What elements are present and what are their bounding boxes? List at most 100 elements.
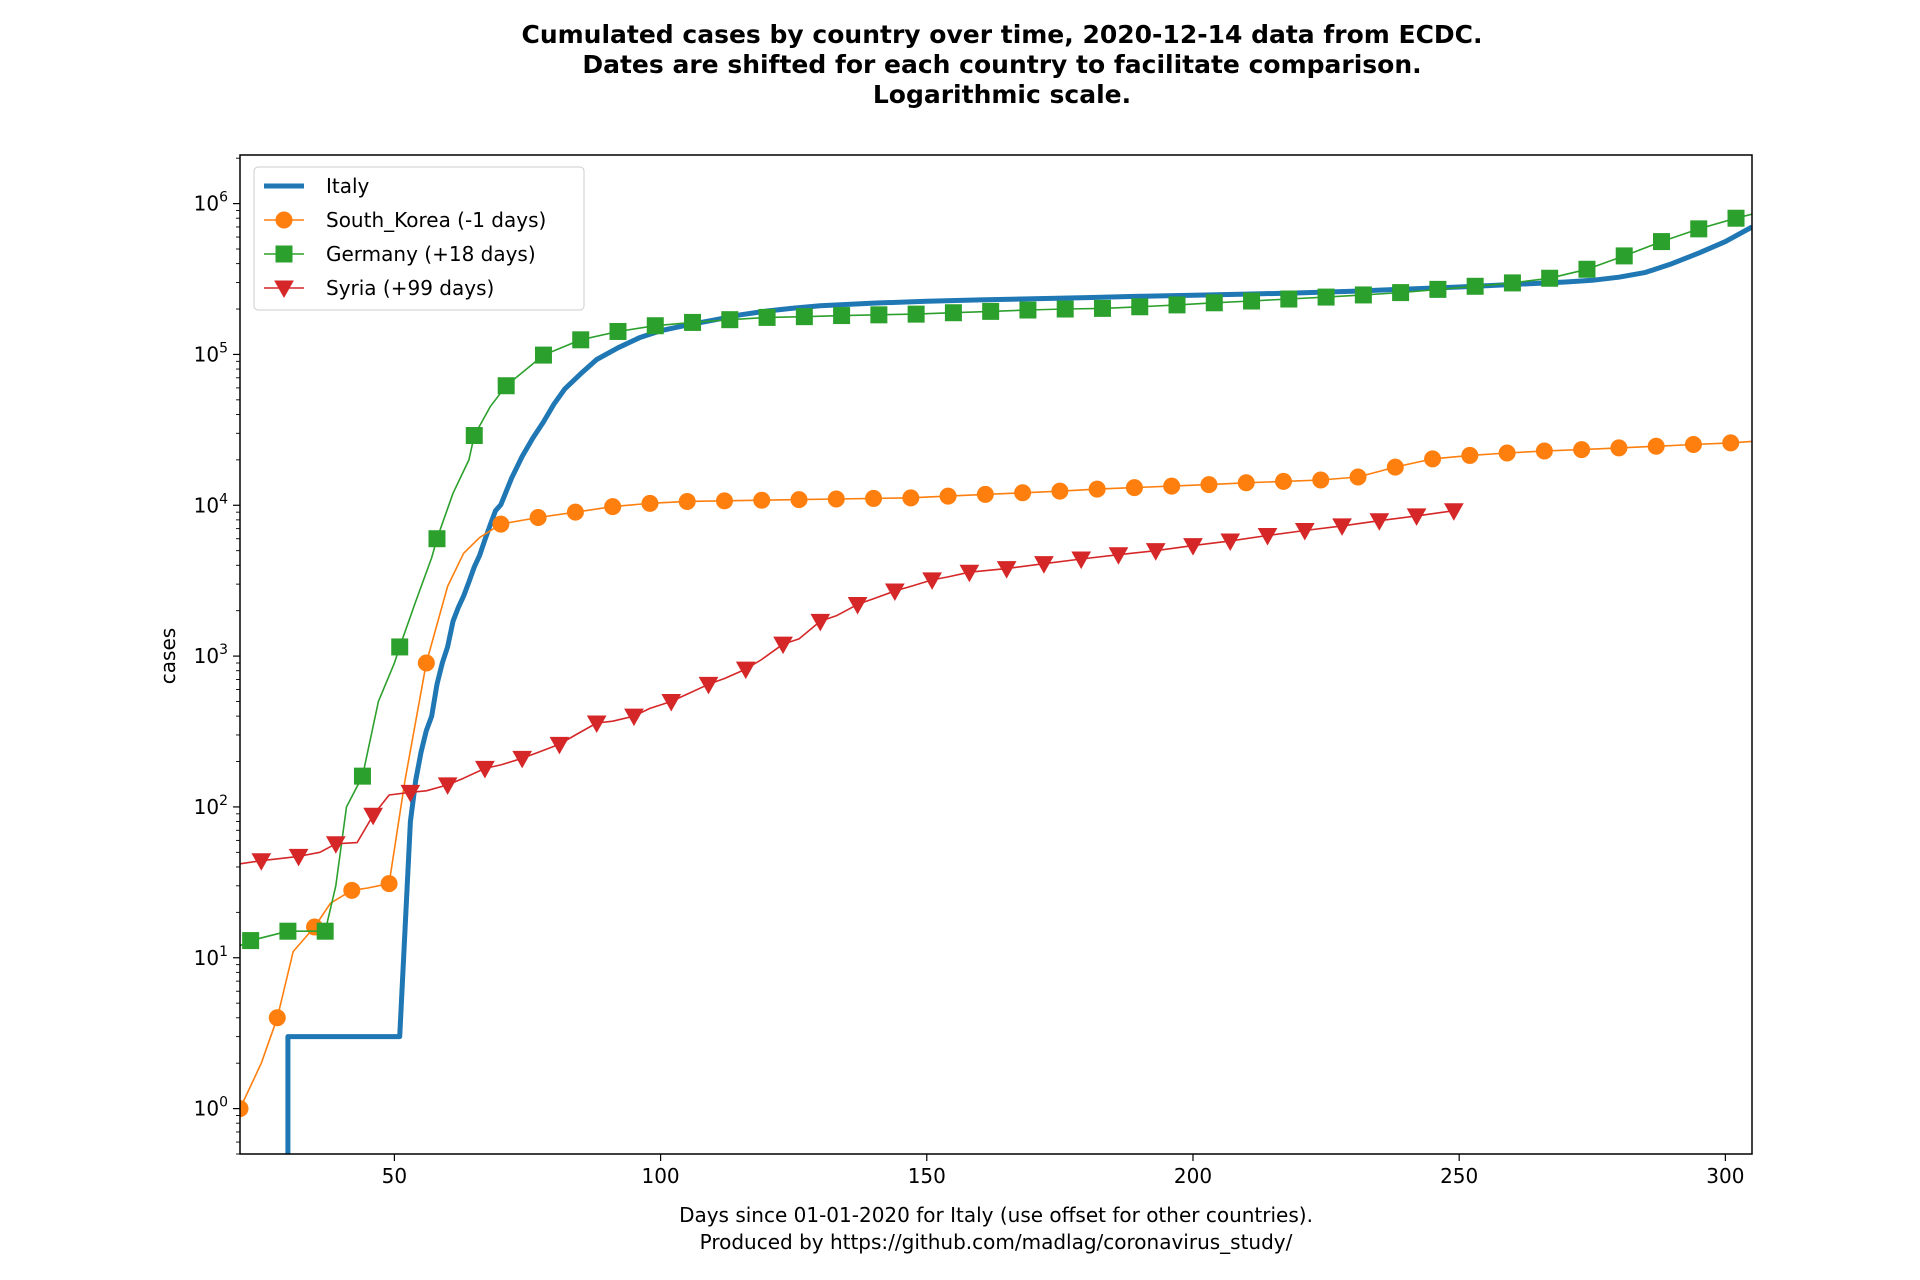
series-2-point [758, 308, 776, 326]
series-2-point [572, 331, 590, 349]
series-1-point [380, 875, 398, 893]
series-3-point [959, 564, 980, 583]
series-2-point [684, 313, 702, 331]
series-2-point [316, 922, 334, 940]
series-3-point [1332, 518, 1352, 536]
series-3-point [810, 613, 831, 632]
series-2-point [497, 377, 515, 395]
series-2-point [1205, 294, 1223, 312]
series-3-point [1034, 556, 1054, 574]
series-2-point [1690, 220, 1708, 238]
series-3-point [1183, 538, 1203, 556]
series-1-point [753, 491, 771, 509]
x-tick-label: 50 [382, 1164, 407, 1188]
series-3-point [400, 784, 421, 803]
plot-frame [239, 154, 1753, 1155]
series-3-point [661, 694, 682, 712]
series-3-point [512, 750, 533, 769]
legend-label: Syria (+99 days) [326, 276, 494, 300]
series-2-point [242, 932, 260, 950]
series-2-point [1466, 277, 1484, 295]
series-1-point [715, 492, 733, 510]
y-tick-label: 101 [194, 944, 228, 970]
title-line-3: Logarithmic scale. [873, 80, 1131, 109]
series-2-point [1429, 280, 1447, 298]
series-2-point [907, 305, 925, 323]
series-1-point [939, 487, 957, 505]
series-2-point [646, 317, 664, 335]
series-1-point [1535, 442, 1553, 460]
series-2-point [1056, 300, 1074, 318]
series-3-point [698, 676, 719, 695]
series-1-point [268, 1009, 286, 1027]
x-tick-label: 300 [1706, 1164, 1744, 1188]
series-1-point [1163, 477, 1181, 495]
series-3-point [1145, 543, 1166, 561]
series-2-point [1578, 260, 1596, 278]
series-3-point [624, 708, 644, 727]
legend-label: Italy [326, 174, 370, 198]
y-axis-label: cases [156, 628, 180, 684]
legend-entry: Syria (+99 days) [264, 276, 494, 300]
series-line-3 [240, 509, 1455, 865]
series-3-point [1220, 533, 1241, 551]
series-2 [240, 209, 1752, 950]
x-tick-label: 200 [1174, 1164, 1212, 1188]
series-1-point [1312, 471, 1330, 489]
series-2-point [1354, 286, 1372, 304]
series-1-point [1237, 474, 1255, 492]
series-1-point [1461, 446, 1479, 464]
series-2-point [1093, 299, 1111, 317]
legend-entry: South_Korea (-1 days) [264, 208, 546, 232]
series-3-point [735, 661, 756, 680]
series-1-point [417, 654, 435, 672]
series-2-point [1243, 292, 1261, 310]
series-3-point [251, 853, 272, 871]
series-1-point [1051, 482, 1069, 500]
series-3-point [884, 583, 905, 602]
series-2-point [982, 302, 1000, 320]
series-1-point [1088, 480, 1106, 498]
series-3-point [1257, 528, 1278, 546]
legend-entry: Italy [264, 174, 370, 198]
series-3-point [1444, 503, 1464, 521]
series-3-point [549, 736, 570, 755]
series-2-point [279, 922, 297, 940]
series-2-point [1280, 290, 1298, 308]
legend-marker [275, 245, 293, 263]
series-1-point [641, 494, 659, 512]
x-tick-label: 250 [1440, 1164, 1478, 1188]
series-2-point [1503, 274, 1521, 292]
series-1-point [1014, 484, 1032, 502]
x-tick-label: 100 [641, 1164, 679, 1188]
legend-marker [274, 280, 294, 299]
series-1-point [529, 508, 547, 526]
chart-title: Cumulated cases by country over time, 20… [521, 20, 1482, 109]
series-3 [240, 503, 1464, 871]
x-axis-label-line-1: Days since 01-01-2020 for Italy (use off… [679, 1203, 1313, 1227]
series-1-point [1498, 444, 1516, 462]
series-2-point [721, 311, 739, 329]
title-line-2: Dates are shifted for each country to fa… [582, 50, 1421, 79]
series-1-point [604, 498, 622, 516]
title-line-1: Cumulated cases by country over time, 20… [521, 20, 1482, 49]
series-3-point [288, 848, 309, 867]
series-2-point [391, 638, 409, 656]
x-axis: 50 100 150 200 250 300 [382, 1154, 1744, 1188]
series-2-point [944, 304, 962, 322]
series-3-point [1406, 508, 1427, 526]
series-1 [240, 434, 1752, 1118]
x-axis-label-line-2: Produced by https://github.com/madlag/co… [700, 1230, 1293, 1254]
series-1-point [343, 881, 361, 899]
series-1-point [1647, 437, 1665, 455]
legend-box [253, 166, 585, 311]
legend: Italy South_Korea (-1 days) Germany (+18 d… [253, 166, 585, 311]
series-line-0 [285, 224, 1752, 1154]
y-tick-label: 106 [194, 190, 228, 216]
series-2-point [1652, 233, 1670, 251]
series-2-point [534, 346, 552, 364]
series-1-point [1349, 468, 1367, 486]
series-3-point [1369, 513, 1390, 531]
series-1-point [1200, 476, 1218, 494]
series-1-point [1424, 450, 1442, 468]
